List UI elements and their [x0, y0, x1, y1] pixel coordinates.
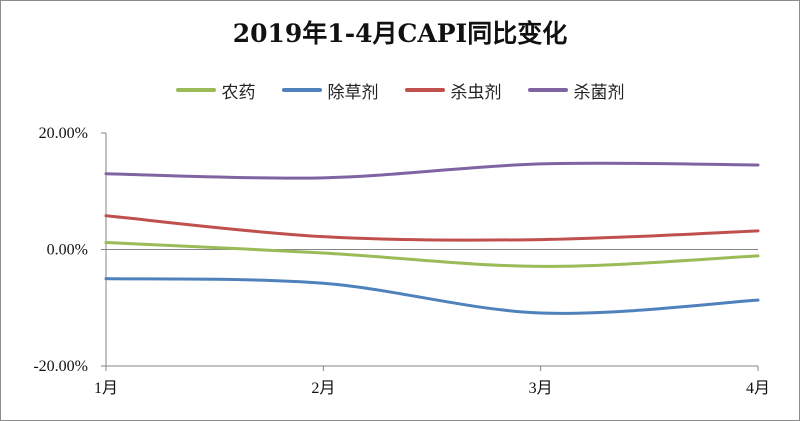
y-tick-label: 20.00%	[39, 125, 88, 142]
legend-swatch	[527, 88, 568, 92]
legend-swatch	[175, 88, 216, 92]
series-lines	[104, 161, 760, 315]
x-tick-label: 3月	[529, 380, 553, 397]
x-tick-label: 1月	[94, 380, 118, 397]
legend-item: 杀虫剂	[404, 80, 502, 103]
x-tick-label: 4月	[746, 380, 770, 397]
axes	[101, 132, 759, 371]
chart-legend: 农药 除草剂 杀虫剂 杀菌剂	[0, 80, 800, 103]
y-tick-label: -20.00%	[33, 358, 88, 375]
legend-label: 杀虫剂	[450, 82, 502, 103]
legend-label: 除草剂	[327, 82, 379, 103]
chart-title: 2019年1-4月CAPI同比变化	[232, 19, 568, 48]
legend-label: 杀菌剂	[573, 82, 625, 103]
legend-swatch	[281, 88, 322, 92]
legend-item: 杀菌剂	[527, 80, 625, 103]
legend-label: 农药	[221, 82, 256, 103]
series-line	[104, 241, 760, 268]
tick-labels: 20.00% 0.00% -20.00% 1月 2月 3月 4月	[33, 125, 770, 397]
y-tick-label: 0.00%	[47, 242, 88, 259]
legend-item: 除草剂	[281, 80, 379, 103]
legend-swatch	[404, 88, 445, 92]
series-line	[104, 214, 760, 242]
series-line	[104, 161, 760, 180]
series-line	[104, 277, 760, 315]
x-tick-label: 2月	[311, 380, 335, 397]
legend-item: 农药	[175, 80, 256, 103]
